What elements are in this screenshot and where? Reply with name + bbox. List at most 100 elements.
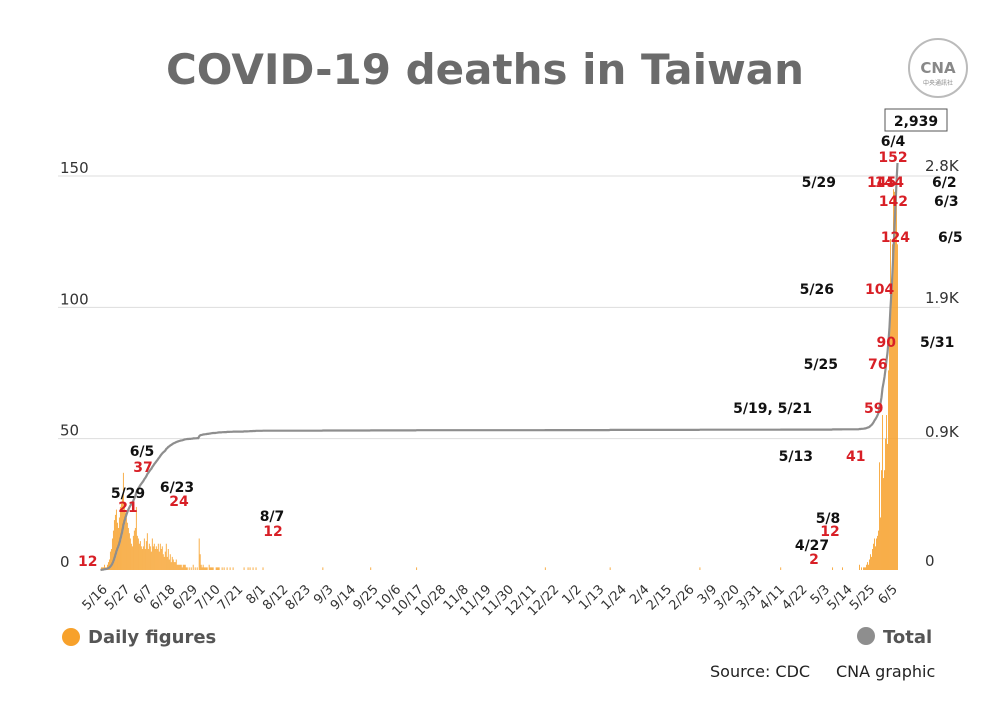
total-line bbox=[100, 162, 899, 572]
annotation-value: 24 bbox=[169, 494, 189, 510]
total-callout: 2,939 bbox=[884, 108, 948, 132]
bar bbox=[212, 567, 214, 570]
bar bbox=[178, 564, 180, 570]
daily-bars bbox=[101, 170, 898, 571]
bar bbox=[165, 543, 167, 570]
bar bbox=[167, 548, 169, 570]
bar bbox=[192, 564, 194, 570]
y-tick-right: 0 bbox=[925, 552, 935, 570]
bar bbox=[868, 564, 869, 570]
annotation-value: 104 bbox=[865, 282, 894, 298]
bar bbox=[151, 538, 153, 570]
bar bbox=[142, 546, 144, 570]
x-tick: 6/5 bbox=[875, 582, 900, 607]
bar bbox=[882, 415, 883, 570]
bar bbox=[874, 538, 875, 570]
bar bbox=[186, 567, 188, 570]
annotation-value: 76 bbox=[868, 357, 887, 373]
bar bbox=[172, 559, 174, 570]
bar bbox=[101, 567, 102, 570]
bar bbox=[166, 556, 168, 570]
x-tick: 7/21 bbox=[215, 582, 246, 613]
bar bbox=[894, 191, 895, 570]
bar bbox=[780, 567, 782, 570]
legend-total: Total bbox=[857, 627, 932, 648]
logo-subtext: 中央通訊社 bbox=[923, 79, 953, 87]
bar bbox=[867, 562, 868, 570]
bar bbox=[169, 554, 171, 570]
bar bbox=[103, 564, 105, 570]
annotation-date: 5/26 bbox=[800, 282, 834, 298]
bar bbox=[876, 538, 877, 570]
bar bbox=[157, 543, 159, 570]
bar bbox=[891, 296, 892, 570]
bar bbox=[108, 559, 110, 570]
bar bbox=[206, 567, 208, 570]
annotation-value: 41 bbox=[846, 449, 865, 465]
bar bbox=[163, 556, 165, 570]
x-tick: 5/25 bbox=[847, 582, 878, 613]
annotation-value: 12 bbox=[820, 524, 839, 540]
annotation-value: 124 bbox=[881, 230, 910, 246]
bar bbox=[873, 543, 874, 570]
y-tick-right: 1.9K bbox=[925, 289, 960, 307]
bar bbox=[609, 567, 611, 570]
bar bbox=[175, 559, 177, 570]
bar bbox=[870, 554, 871, 570]
bar bbox=[203, 567, 205, 570]
bar bbox=[146, 533, 148, 570]
annotation-date: 6/4 bbox=[881, 134, 906, 150]
bar bbox=[124, 512, 126, 570]
bar bbox=[109, 551, 111, 570]
annotation-date: 5/19, 5/21 bbox=[733, 401, 812, 417]
bar bbox=[865, 567, 866, 570]
annotation-date: 6/3 bbox=[934, 194, 959, 210]
bar bbox=[159, 543, 161, 570]
bar bbox=[155, 546, 157, 570]
bar bbox=[885, 438, 886, 570]
bar bbox=[886, 415, 887, 570]
bar bbox=[188, 567, 190, 570]
bar bbox=[136, 535, 138, 570]
bar bbox=[179, 564, 181, 570]
bar bbox=[145, 541, 147, 570]
legend-daily-swatch bbox=[62, 628, 80, 646]
bar bbox=[134, 527, 136, 570]
bar bbox=[322, 567, 324, 570]
bar bbox=[160, 548, 162, 570]
bar bbox=[111, 538, 113, 570]
bar bbox=[126, 522, 128, 570]
annotation-value: 90 bbox=[877, 335, 897, 351]
legend-daily: Daily figures bbox=[62, 627, 216, 648]
bar bbox=[143, 538, 145, 570]
bar bbox=[196, 567, 198, 570]
bar bbox=[871, 556, 872, 570]
bar bbox=[112, 530, 114, 570]
annotation-date: 6/23 bbox=[160, 480, 194, 496]
bar bbox=[152, 546, 154, 570]
bar bbox=[872, 548, 873, 570]
bar bbox=[138, 543, 140, 570]
bar bbox=[866, 564, 867, 570]
bar bbox=[162, 554, 164, 570]
bar bbox=[181, 567, 183, 570]
bar bbox=[247, 567, 249, 570]
bar bbox=[182, 564, 184, 570]
y-tick-left: 0 bbox=[60, 553, 70, 571]
bar bbox=[416, 567, 418, 570]
x-axis: 5/165/276/76/186/297/107/218/18/128/239/… bbox=[80, 582, 901, 619]
bar bbox=[129, 538, 131, 570]
x-tick: 4/22 bbox=[779, 582, 810, 613]
bar bbox=[699, 567, 701, 570]
bar bbox=[168, 559, 170, 570]
bar bbox=[174, 562, 176, 570]
y-tick-right: 2.8K bbox=[925, 157, 960, 175]
annotation-value: 37 bbox=[133, 460, 152, 476]
bar bbox=[863, 567, 864, 570]
bar bbox=[144, 548, 146, 570]
annotation-date: 5/31 bbox=[920, 335, 954, 351]
annotation-date: 5/8 bbox=[816, 511, 841, 527]
bar bbox=[204, 567, 206, 570]
